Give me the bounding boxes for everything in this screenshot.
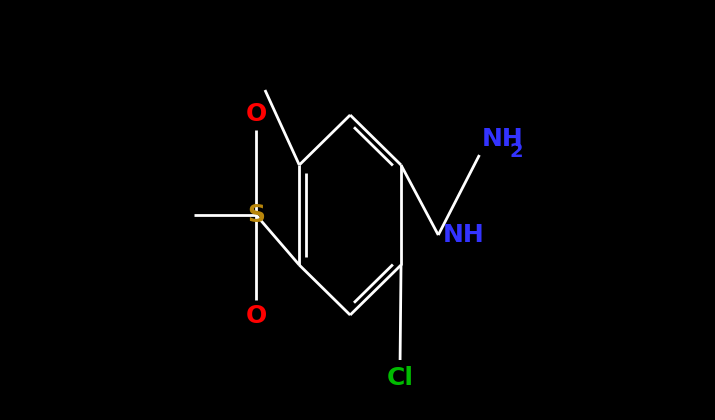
Text: NH: NH <box>481 127 523 151</box>
Text: 2: 2 <box>510 142 523 161</box>
Text: NH: NH <box>443 223 484 247</box>
Text: O: O <box>245 102 267 126</box>
Text: Cl: Cl <box>387 366 413 390</box>
Text: O: O <box>245 304 267 328</box>
Text: S: S <box>247 203 265 227</box>
